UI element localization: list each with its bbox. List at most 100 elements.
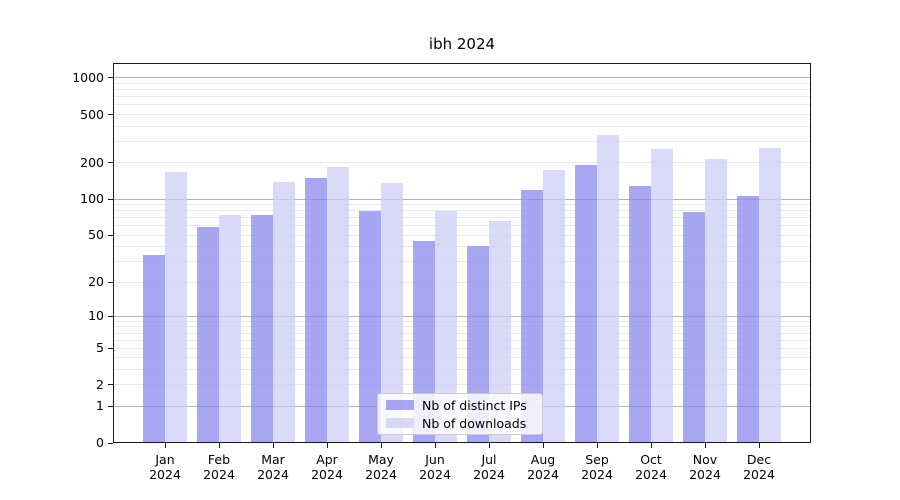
minor-gridline-7 <box>113 332 811 334</box>
minor-gridline-600 <box>113 104 811 106</box>
minor-gridline-30 <box>113 261 811 263</box>
bar-downloads-jun <box>435 211 457 443</box>
x-tick-label-oct: Oct 2024 <box>635 452 667 482</box>
major-gridline-10 <box>113 315 811 317</box>
legend-entry-distinct-ips: Nb of distinct IPs <box>386 398 534 413</box>
bar-distinct-ips-aug <box>521 189 543 443</box>
x-tick-label-feb: Feb 2024 <box>203 452 235 482</box>
minor-gridline-2 <box>113 384 811 386</box>
x-tick-mark-sep <box>596 443 598 448</box>
y-tick-mark-2 <box>108 384 113 386</box>
minor-gridline-80 <box>113 210 811 212</box>
x-tick-mark-apr <box>326 443 328 448</box>
minor-gridline-9 <box>113 320 811 322</box>
y-tick-label-50: 50 <box>88 227 104 243</box>
y-tick-label-5: 5 <box>96 340 104 356</box>
legend-swatch-downloads <box>386 418 414 428</box>
y-tick-mark-200 <box>108 162 113 164</box>
legend-entry-downloads: Nb of downloads <box>386 416 534 431</box>
bar-downloads-sep <box>597 134 619 443</box>
x-tick-label-may: May 2024 <box>365 452 397 482</box>
x-tick-label-jan: Jan 2024 <box>149 452 181 482</box>
x-tick-label-apr: Apr 2024 <box>311 452 343 482</box>
legend-swatch-distinct-ips <box>386 400 414 410</box>
bar-distinct-ips-apr <box>305 177 327 443</box>
y-tick-mark-20 <box>108 281 113 283</box>
bar-distinct-ips-jan <box>143 255 165 443</box>
legend-label-distinct-ips: Nb of distinct IPs <box>422 397 527 413</box>
x-tick-label-nov: Nov 2024 <box>689 452 721 482</box>
legend-label-downloads: Nb of downloads <box>422 415 527 431</box>
minor-gridline-500 <box>113 114 811 116</box>
bar-distinct-ips-mar <box>251 214 273 443</box>
y-tick-label-2: 2 <box>96 376 104 392</box>
bar-downloads-mar <box>273 181 295 443</box>
y-tick-mark-1 <box>108 405 113 407</box>
x-tick-mark-oct <box>650 443 652 448</box>
x-tick-label-jul: Jul 2024 <box>473 452 505 482</box>
x-tick-mark-may <box>380 443 382 448</box>
bar-downloads-apr <box>327 167 349 443</box>
x-tick-mark-jan <box>164 443 166 448</box>
minor-gridline-60 <box>113 225 811 227</box>
bar-downloads-jan <box>165 171 187 443</box>
minor-gridline-90 <box>113 204 811 206</box>
minor-gridline-800 <box>113 89 811 91</box>
major-gridline-1000 <box>113 77 811 79</box>
minor-gridline-900 <box>113 83 811 85</box>
y-tick-label-200: 200 <box>80 154 104 170</box>
bar-downloads-feb <box>219 214 241 443</box>
minor-gridline-8 <box>113 326 811 328</box>
y-tick-mark-10 <box>108 315 113 317</box>
minor-gridline-700 <box>113 96 811 98</box>
y-tick-mark-50 <box>108 234 113 236</box>
minor-gridline-6 <box>113 339 811 341</box>
minor-gridline-40 <box>113 246 811 248</box>
minor-gridline-300 <box>113 140 811 142</box>
minor-gridline-5 <box>113 347 811 349</box>
x-tick-label-jun: Jun 2024 <box>419 452 451 482</box>
x-tick-mark-nov <box>704 443 706 448</box>
y-tick-mark-1000 <box>108 77 113 79</box>
minor-gridline-400 <box>113 125 811 127</box>
bar-downloads-may <box>381 182 403 443</box>
y-tick-mark-0 <box>108 442 113 444</box>
x-tick-label-sep: Sep 2024 <box>581 452 613 482</box>
x-tick-mark-jul <box>488 443 490 448</box>
x-tick-label-aug: Aug 2024 <box>527 452 559 482</box>
x-tick-mark-dec <box>758 443 760 448</box>
chart-title: ibh 2024 <box>428 35 496 53</box>
y-tick-label-20: 20 <box>88 274 104 290</box>
minor-gridline-4 <box>113 357 811 359</box>
minor-gridline-200 <box>113 162 811 164</box>
x-tick-mark-feb <box>218 443 220 448</box>
bar-distinct-ips-may <box>359 211 381 443</box>
y-tick-label-1: 1 <box>96 398 104 414</box>
bar-distinct-ips-feb <box>197 226 219 443</box>
bar-distinct-ips-oct <box>629 186 651 443</box>
bar-downloads-dec <box>759 148 781 443</box>
x-tick-mark-mar <box>272 443 274 448</box>
legend: Nb of distinct IPs Nb of downloads <box>377 393 543 435</box>
bar-distinct-ips-sep <box>575 164 597 443</box>
bar-downloads-jul <box>489 220 511 443</box>
y-tick-label-100: 100 <box>80 191 104 207</box>
x-tick-label-dec: Dec 2024 <box>743 452 775 482</box>
minor-gridline-3 <box>113 369 811 371</box>
y-tick-mark-5 <box>108 347 113 349</box>
bar-downloads-nov <box>705 158 727 443</box>
minor-gridline-70 <box>113 217 811 219</box>
y-tick-label-0: 0 <box>96 435 104 450</box>
bar-distinct-ips-nov <box>683 212 705 443</box>
bar-distinct-ips-dec <box>737 195 759 443</box>
y-tick-mark-100 <box>108 198 113 200</box>
bar-downloads-aug <box>543 170 565 443</box>
y-tick-label-10: 10 <box>88 308 104 324</box>
bar-distinct-ips-jun <box>413 240 435 443</box>
y-tick-mark-500 <box>108 114 113 116</box>
y-tick-label-1000: 1000 <box>72 69 104 85</box>
x-tick-mark-aug <box>542 443 544 448</box>
x-tick-mark-jun <box>434 443 436 448</box>
minor-gridline-20 <box>113 281 811 283</box>
